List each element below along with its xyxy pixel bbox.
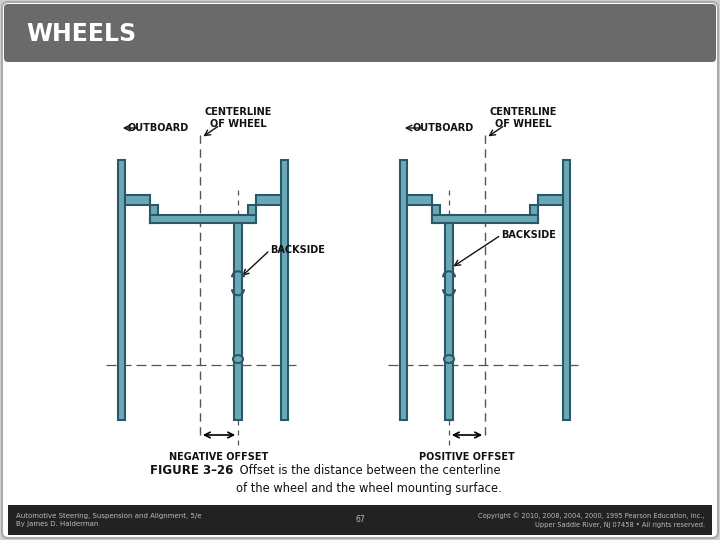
Bar xyxy=(563,160,570,420)
Bar xyxy=(8,505,712,535)
Bar xyxy=(234,223,242,420)
Bar xyxy=(150,205,158,223)
Text: Offset is the distance between the centerline
of the wheel and the wheel mountin: Offset is the distance between the cente… xyxy=(236,464,502,495)
Bar xyxy=(256,195,281,205)
Bar xyxy=(530,205,538,223)
Bar xyxy=(118,160,125,420)
Bar xyxy=(125,195,150,205)
Text: OUTBOARD: OUTBOARD xyxy=(127,123,189,133)
Bar xyxy=(538,195,563,205)
Bar xyxy=(432,205,440,223)
Text: Copyright © 2010, 2008, 2004, 2000, 1995 Pearson Education, Inc.,
Upper Saddle R: Copyright © 2010, 2008, 2004, 2000, 1995… xyxy=(479,512,705,528)
Text: CENTERLINE
OF WHEEL: CENTERLINE OF WHEEL xyxy=(204,107,271,129)
Bar xyxy=(150,215,256,223)
Ellipse shape xyxy=(233,355,243,363)
Text: FIGURE 3–26: FIGURE 3–26 xyxy=(150,464,233,477)
Text: OUTBOARD: OUTBOARD xyxy=(413,123,474,133)
Text: NEGATIVE OFFSET: NEGATIVE OFFSET xyxy=(169,452,269,462)
Bar xyxy=(281,160,288,420)
Bar xyxy=(445,223,453,420)
Bar xyxy=(407,195,432,205)
FancyBboxPatch shape xyxy=(2,2,718,538)
Text: CENTERLINE
OF WHEEL: CENTERLINE OF WHEEL xyxy=(490,107,557,129)
Text: BACKSIDE: BACKSIDE xyxy=(501,230,556,240)
Bar xyxy=(432,215,538,223)
Text: POSITIVE OFFSET: POSITIVE OFFSET xyxy=(419,452,515,462)
Bar xyxy=(248,205,256,223)
FancyBboxPatch shape xyxy=(4,4,716,62)
Text: BACKSIDE: BACKSIDE xyxy=(270,245,325,255)
Text: Automotive Steering, Suspension and Alignment, 5/e
By James D. Halderman: Automotive Steering, Suspension and Alig… xyxy=(16,513,202,527)
Bar xyxy=(400,160,407,420)
Text: WHEELS: WHEELS xyxy=(26,22,136,46)
Ellipse shape xyxy=(444,355,454,363)
Text: 67: 67 xyxy=(355,516,365,524)
